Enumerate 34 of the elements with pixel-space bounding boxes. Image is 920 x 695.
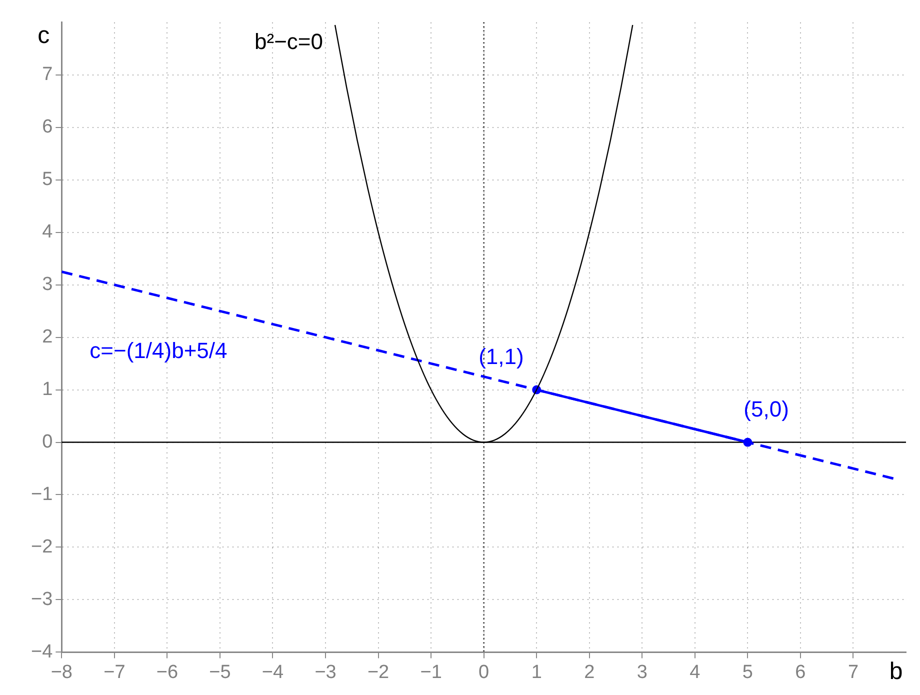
y-axis-title: c xyxy=(38,22,50,50)
annotation: b²−c=0 xyxy=(254,29,324,54)
y-tick-label: 7 xyxy=(42,64,53,86)
x-tick-label: −2 xyxy=(367,662,390,683)
x-tick-label: −7 xyxy=(104,662,126,683)
annotation: (1,1) xyxy=(478,344,524,369)
x-tick-label: −3 xyxy=(314,662,336,683)
y-tick-label: 2 xyxy=(42,326,53,348)
x-tick-label: 4 xyxy=(690,662,701,683)
x-tick-label: −1 xyxy=(420,662,442,683)
x-tick-label: 5 xyxy=(742,662,753,683)
y-tick-label: 1 xyxy=(42,379,53,400)
y-tick-label: 4 xyxy=(42,222,54,243)
y-tick-label: 0 xyxy=(42,432,53,452)
y-tick-label: −3 xyxy=(30,588,53,610)
x-tick-label: 1 xyxy=(531,662,542,683)
x-tick-label: −8 xyxy=(50,662,72,683)
y-tick-label: 3 xyxy=(42,274,53,296)
x-axis-title: b xyxy=(889,658,903,685)
x-tick-label: 7 xyxy=(848,662,859,683)
x-tick-label: 2 xyxy=(584,662,595,683)
x-tick-label: 3 xyxy=(636,662,648,683)
x-tick-label: −5 xyxy=(209,662,231,683)
annotation: (5,0) xyxy=(744,396,789,422)
y-tick-label: 6 xyxy=(42,116,53,138)
y-tick-label: 5 xyxy=(42,169,53,190)
x-tick-label: −4 xyxy=(262,662,284,683)
y-tick-label: −2 xyxy=(30,536,53,558)
y-tick-label: −1 xyxy=(30,484,53,505)
x-tick-label: 6 xyxy=(795,662,806,683)
x-tick-label: 0 xyxy=(478,662,490,683)
y-tick-label: −4 xyxy=(30,641,54,662)
annotation: c=−(1/4)b+5/4 xyxy=(90,338,228,363)
x-tick-label: −6 xyxy=(156,662,178,683)
